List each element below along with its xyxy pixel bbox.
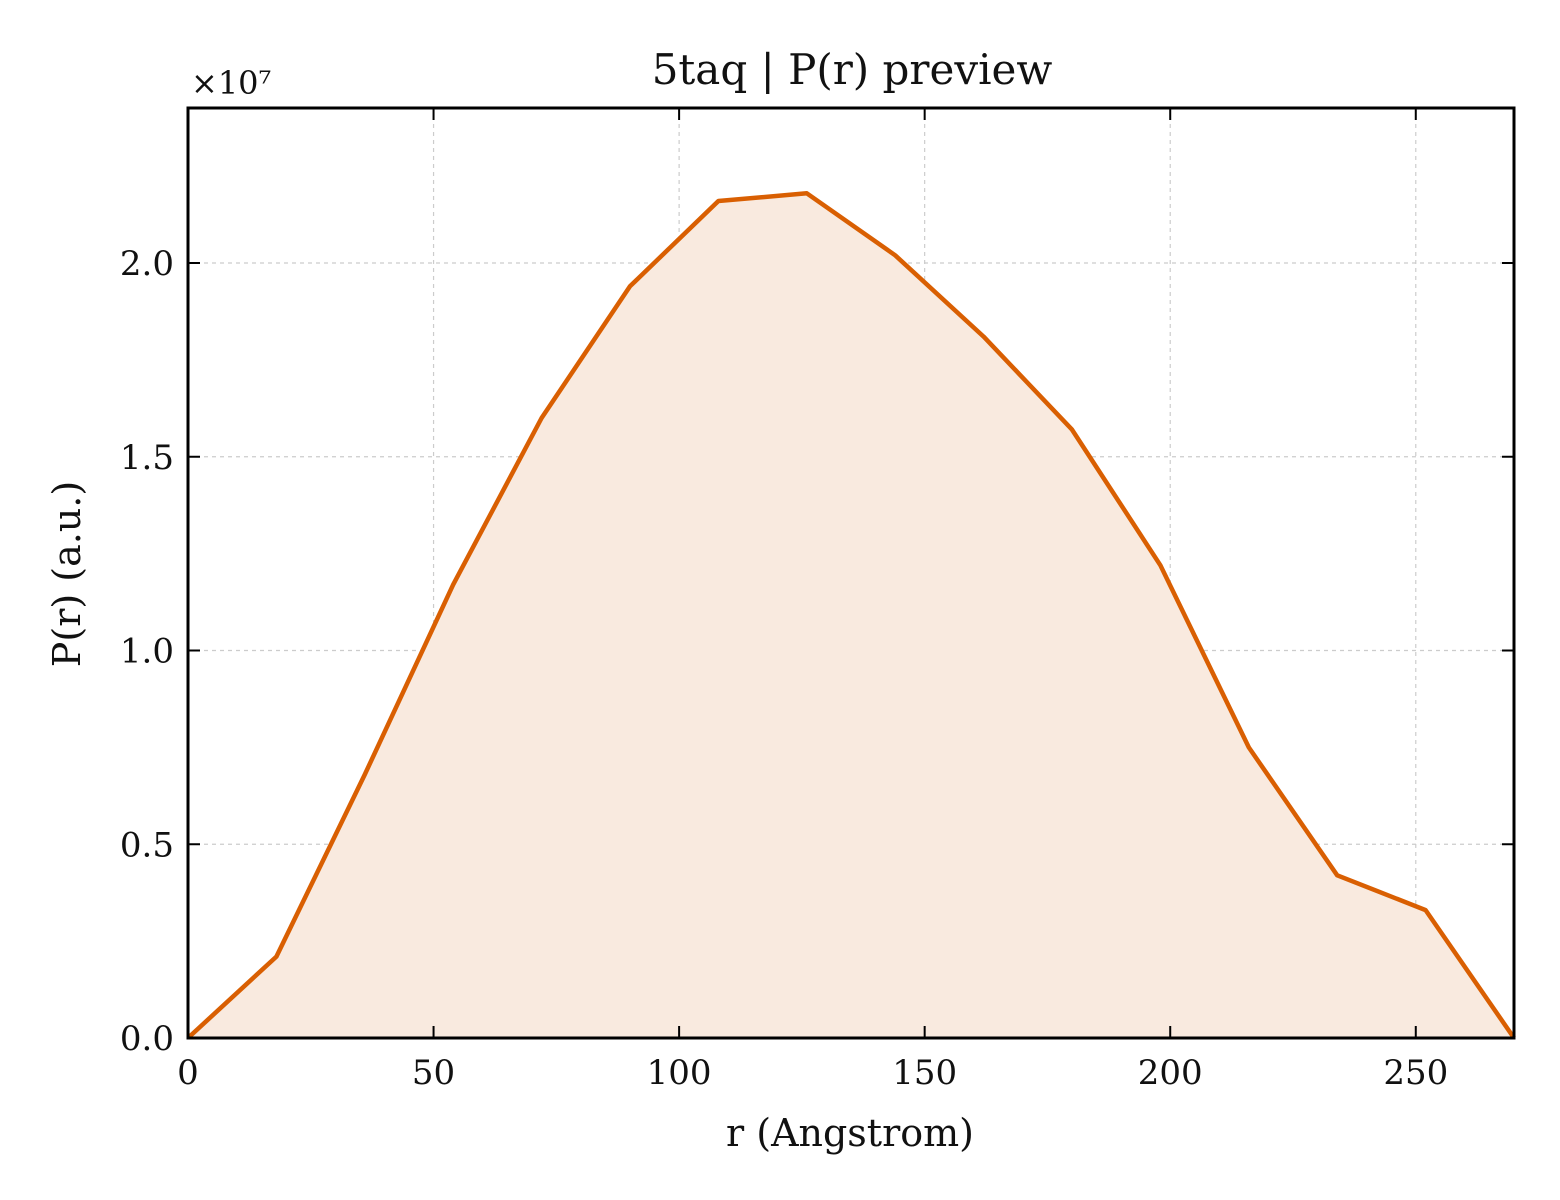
y-axis-label: P(r) (a.u.) bbox=[45, 481, 89, 667]
y-tick-label: 1.0 bbox=[120, 632, 174, 672]
y-tick-label: 1.5 bbox=[120, 438, 174, 478]
y-tick-label: 0.0 bbox=[120, 1019, 174, 1059]
series-line bbox=[186, 191, 1516, 1040]
area-fill bbox=[188, 193, 1514, 1039]
x-axis-label: r (Angstrom) bbox=[726, 1111, 974, 1155]
x-tick-label: 50 bbox=[412, 1053, 455, 1093]
x-tick-label: 250 bbox=[1383, 1053, 1448, 1093]
x-tick-label: 150 bbox=[892, 1053, 957, 1093]
x-tick-label: 100 bbox=[647, 1053, 712, 1093]
plot-frame bbox=[186, 106, 1516, 1040]
chart-title: 5taq | P(r) preview bbox=[652, 45, 1053, 94]
y-offset-label: ×10⁷ bbox=[191, 64, 271, 102]
x-tick-label: 0 bbox=[177, 1053, 199, 1093]
x-tick-label: 200 bbox=[1138, 1053, 1203, 1093]
y-tick-label: 0.5 bbox=[120, 825, 174, 865]
ticks: 0 50 100 150 200 250 0.0 0.5 1.0 1.5 2.0 bbox=[120, 108, 1514, 1093]
y-tick-label: 2.0 bbox=[120, 244, 174, 284]
